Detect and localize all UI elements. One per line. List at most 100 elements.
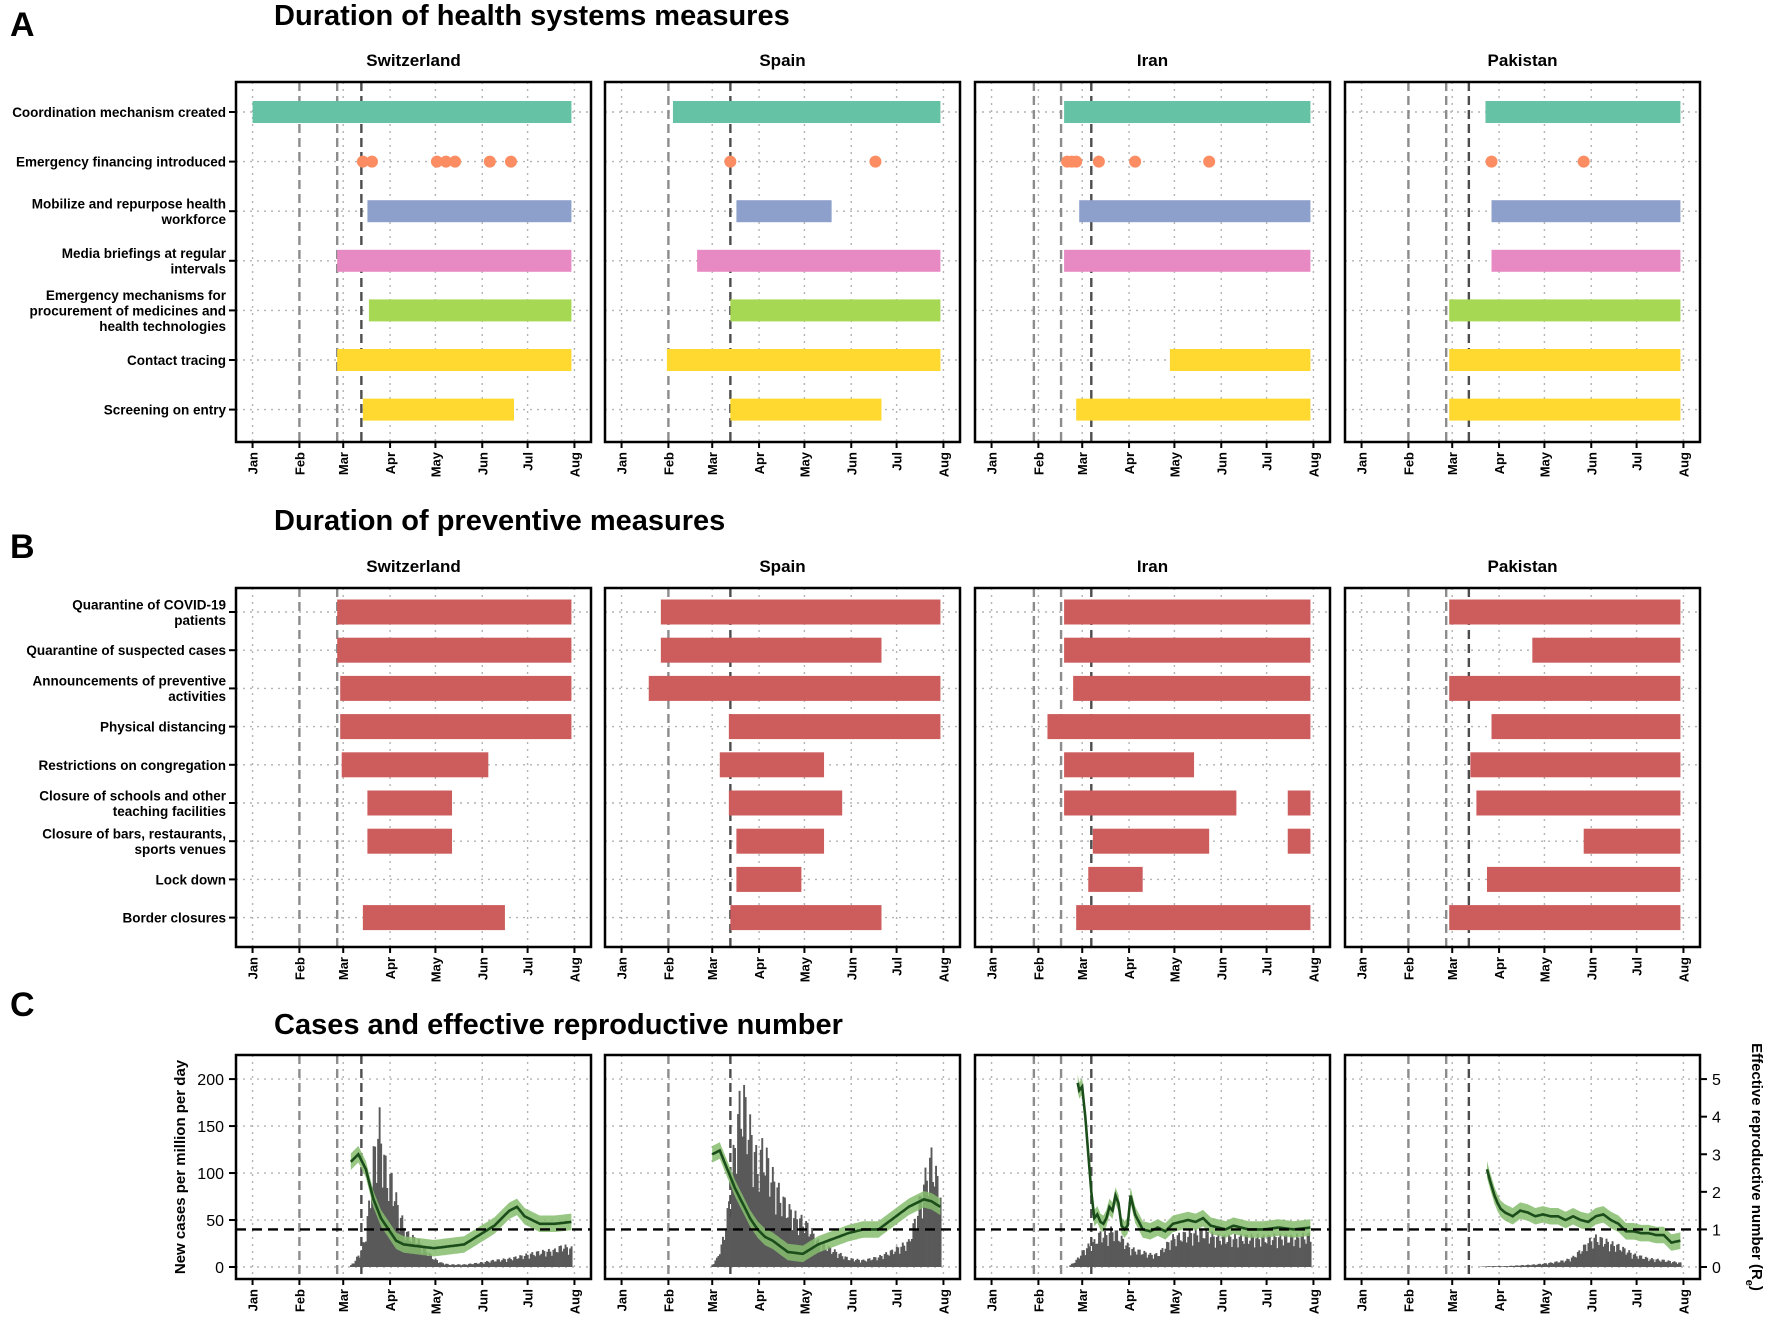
- case-bar: [1137, 1249, 1140, 1267]
- gantt-bar: [337, 599, 572, 625]
- case-bar: [900, 1246, 903, 1267]
- case-bar: [1203, 1238, 1206, 1267]
- case-bar: [1675, 1262, 1677, 1267]
- case-bar: [796, 1219, 798, 1267]
- gantt-bar: [648, 675, 941, 701]
- case-bar: [1299, 1247, 1301, 1267]
- financing-point: [504, 155, 517, 168]
- case-bar: [1110, 1226, 1113, 1267]
- case-bar: [1625, 1254, 1628, 1267]
- case-bar: [770, 1182, 773, 1267]
- case-bar: [511, 1260, 514, 1267]
- x-tick-label: Apr: [1122, 1289, 1137, 1311]
- case-bar: [1507, 1266, 1510, 1267]
- case-bar: [932, 1182, 934, 1267]
- case-bar: [1116, 1230, 1119, 1267]
- case-bar: [936, 1176, 939, 1267]
- gantt-bar: [1449, 299, 1681, 322]
- case-bar: [1249, 1240, 1252, 1267]
- case-bar: [1596, 1242, 1599, 1267]
- case-bar: [410, 1242, 413, 1267]
- case-bar: [1543, 1263, 1546, 1267]
- case-bar: [510, 1259, 513, 1267]
- case-bar: [1647, 1261, 1650, 1267]
- x-tick-label: May: [797, 1288, 812, 1314]
- case-bar: [563, 1248, 565, 1267]
- case-bar: [1079, 1255, 1082, 1267]
- row-label: Emergency financing introduced: [16, 155, 226, 170]
- gantt-bar: [1491, 714, 1681, 740]
- case-bar: [1558, 1262, 1561, 1267]
- x-tick-label: Apr: [383, 452, 398, 474]
- case-bar: [922, 1184, 925, 1267]
- case-bar: [1113, 1241, 1116, 1267]
- case-bar: [534, 1256, 537, 1267]
- x-tick-label: Jul: [1260, 1289, 1275, 1308]
- x-tick-label: Aug: [567, 957, 582, 982]
- case-bar: [1182, 1231, 1185, 1267]
- x-tick-label: Feb: [1031, 1289, 1046, 1312]
- x-tick-label: Mar: [1075, 1289, 1090, 1312]
- case-bar: [1231, 1246, 1233, 1267]
- case-bar: [933, 1186, 936, 1267]
- facet-b-2: Jan Feb Mar Apr May Jun Jul Aug Iran: [973, 557, 1332, 982]
- case-bar: [1149, 1252, 1152, 1267]
- case-bar: [889, 1250, 892, 1267]
- case-bar: [467, 1263, 470, 1267]
- case-bar: [1504, 1266, 1507, 1267]
- case-bar: [1492, 1266, 1495, 1267]
- case-bar: [785, 1218, 788, 1267]
- facet-c-1: Jan Feb Mar Apr May Jun Jul Aug: [603, 1053, 962, 1314]
- row-label: Quarantine of COVID-19 patients: [72, 597, 226, 628]
- case-bar: [1659, 1261, 1662, 1267]
- case-bar: [1229, 1236, 1232, 1267]
- case-bar: [1283, 1235, 1286, 1267]
- gantt-bar: [660, 599, 941, 625]
- case-bar: [938, 1209, 941, 1267]
- case-bar: [1292, 1246, 1295, 1267]
- case-bar: [1546, 1264, 1549, 1267]
- case-bar: [1514, 1265, 1517, 1267]
- case-bar: [538, 1255, 541, 1267]
- gantt-bar: [362, 398, 514, 421]
- case-bar: [356, 1256, 358, 1267]
- case-bar: [1274, 1237, 1277, 1267]
- x-tick-label: Jul: [890, 1289, 905, 1308]
- case-bar: [546, 1251, 549, 1267]
- case-bar: [1224, 1243, 1227, 1267]
- case-bar: [517, 1258, 520, 1267]
- x-tick-label: Apr: [1492, 957, 1507, 979]
- case-bar: [1082, 1250, 1085, 1267]
- x-tick-label: Jul: [1630, 1289, 1645, 1308]
- gantt-bar: [1491, 200, 1681, 223]
- case-bar: [897, 1247, 900, 1267]
- gantt-bar: [1064, 637, 1311, 663]
- case-bar: [725, 1230, 727, 1267]
- case-bar: [1185, 1242, 1188, 1267]
- gantt-bar: [1169, 349, 1311, 371]
- gantt-bar: [1047, 714, 1311, 740]
- case-bar: [526, 1255, 529, 1267]
- case-bar: [1593, 1237, 1596, 1267]
- case-bar: [1561, 1260, 1564, 1267]
- x-tick-label: Jan: [1355, 452, 1370, 474]
- y2-tick-label: 3: [1712, 1147, 1721, 1164]
- case-bar: [1291, 1236, 1294, 1267]
- case-bar: [1516, 1265, 1519, 1267]
- case-bar: [1268, 1235, 1271, 1267]
- case-bar: [714, 1260, 717, 1267]
- case-bar: [443, 1264, 446, 1267]
- case-bar: [861, 1260, 863, 1267]
- case-bar: [362, 1242, 364, 1267]
- case-bar: [1092, 1242, 1094, 1267]
- case-bar: [1102, 1237, 1105, 1267]
- case-bar: [927, 1196, 930, 1267]
- case-bar: [753, 1152, 756, 1267]
- case-bar: [1277, 1237, 1280, 1267]
- case-bar: [531, 1252, 534, 1267]
- case-bar: [1594, 1234, 1597, 1267]
- gantt-bar: [728, 790, 843, 816]
- facet-b-0: Jan Feb Mar Apr May Jun Jul Aug Switzerland: [234, 557, 593, 982]
- case-bar: [1246, 1234, 1249, 1267]
- gantt-bar: [730, 905, 882, 931]
